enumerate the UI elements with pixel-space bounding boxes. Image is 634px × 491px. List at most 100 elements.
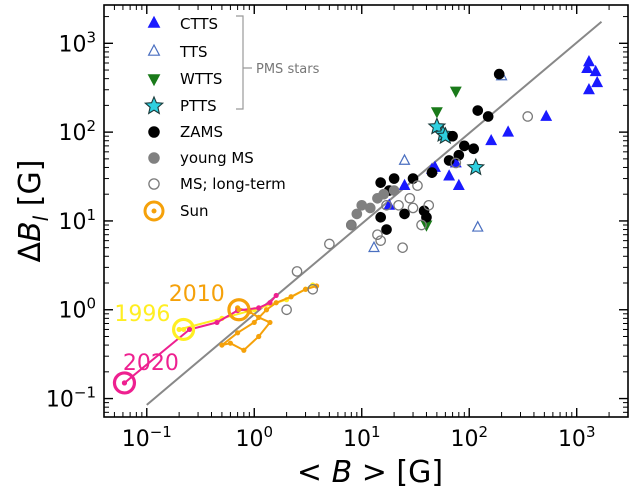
point-ctts — [452, 178, 465, 191]
sun-year-label-2020: 2020 — [123, 351, 179, 376]
point-ms-long-term — [307, 283, 319, 295]
point-young-ms — [378, 188, 390, 200]
legend-marker-sun-dot — [151, 208, 157, 214]
sun-marker-ring — [171, 317, 196, 342]
point-zams — [388, 173, 400, 184]
sun-marker-dot — [236, 307, 242, 313]
series-young-ms — [346, 185, 400, 231]
legend-marker-wtts — [147, 74, 161, 87]
point-ctts — [581, 61, 594, 73]
legend-item-ms-long-term: MS; long-term — [148, 175, 286, 193]
point-ctts — [502, 125, 515, 137]
legend-marker-tts — [147, 43, 161, 56]
point-zams — [399, 208, 410, 220]
sun-track-point-2010 — [241, 347, 247, 353]
y-tick-label: 102 — [58, 117, 96, 146]
sun-track-point-2020 — [214, 319, 220, 326]
point-ctts — [583, 82, 595, 95]
point-ms-long-term — [291, 266, 303, 277]
sun-track-point-2020 — [273, 292, 279, 299]
point-zams — [375, 177, 386, 188]
sun-marker-dot — [121, 380, 127, 386]
point-ctts — [583, 54, 595, 67]
sun-track-point-1996 — [176, 326, 182, 333]
sun-track-point-2010 — [251, 319, 257, 326]
x-tick-label: 100 — [235, 423, 273, 452]
sun-track-point-2010 — [219, 342, 225, 348]
legend-label-tts: TTS — [179, 43, 208, 61]
point-young-ms — [364, 202, 376, 214]
sun-marker-ring — [112, 371, 137, 395]
legend-marker-zams — [148, 126, 160, 138]
legend-label-young-ms: young MS — [180, 149, 254, 167]
fit-line-layer — [146, 20, 603, 406]
point-ms-long-term — [416, 219, 427, 231]
point-ms-long-term — [397, 242, 408, 253]
pms-bracket-label: PMS stars — [256, 62, 320, 77]
point-ctts — [589, 64, 602, 77]
data-points-layer — [281, 54, 604, 316]
point-ctts — [398, 178, 411, 191]
point-tts — [368, 240, 380, 253]
legend-marker-young-ms — [148, 152, 160, 164]
point-ctts — [540, 109, 553, 121]
sun-track-point-2010 — [227, 340, 234, 346]
sun-marker-dot — [181, 326, 187, 332]
ticks-layer: 10−1 100 101 102 103 10−1 100 101 102 103 — [46, 5, 629, 452]
legend-item-tts: TTS — [147, 43, 208, 61]
sun-year-label-2010: 2010 — [169, 282, 225, 307]
point-ctts — [443, 169, 456, 181]
legend-item-ctts: CTTS — [147, 15, 218, 33]
fit-line — [146, 20, 603, 406]
legend-label-sun: Sun — [180, 202, 209, 220]
plot-frame — [103, 4, 629, 418]
x-tick-label: 102 — [450, 423, 488, 452]
legend-marker-ctts — [147, 15, 161, 28]
point-ms-long-term — [407, 202, 419, 214]
point-tts — [471, 220, 484, 232]
legend-item-zams: ZAMS — [148, 123, 223, 141]
sun-track-point-2010 — [263, 307, 270, 313]
point-zams — [407, 173, 419, 184]
sun-track-point-2010 — [273, 300, 279, 306]
point-ms-long-term — [522, 111, 534, 122]
legend-item-wtts: WTTS — [147, 70, 222, 88]
point-ms-long-term — [324, 238, 335, 250]
sun-track-point-2010 — [267, 319, 273, 326]
sun-track-point-2010 — [256, 314, 262, 321]
point-ms-long-term — [393, 199, 404, 211]
legend-item-young-ms: young MS — [148, 149, 254, 167]
sun-year-label-1996: 1996 — [114, 302, 170, 327]
point-zams — [472, 105, 484, 116]
series-ms-long-term — [281, 111, 534, 316]
legend-item-ptts: PTTS — [143, 95, 217, 115]
plot-area — [103, 4, 629, 418]
point-zams — [375, 211, 386, 223]
point-ms-long-term — [346, 219, 357, 231]
sun-track-point-2010 — [235, 330, 241, 336]
sun-track-point-2020 — [256, 305, 262, 311]
sun-cycle-2010: 2010 — [169, 282, 320, 353]
point-ms-long-term — [450, 157, 462, 169]
point-tts — [398, 153, 411, 165]
point-ms-long-term — [381, 199, 392, 211]
legend-label-ptts: PTTS — [180, 97, 217, 115]
point-ms-long-term — [423, 199, 435, 211]
x-axis-title: < B > [G] — [297, 455, 443, 490]
point-ctts — [591, 75, 604, 88]
point-zams — [493, 68, 505, 80]
y-tick-label: 100 — [58, 295, 96, 324]
legend-marker-ms-long-term — [148, 178, 160, 190]
point-young-ms — [351, 208, 363, 220]
x-tick-label: 101 — [343, 423, 381, 452]
y-axis-title: ΔBl [G] — [13, 160, 53, 263]
legend-marker-ptts — [143, 95, 165, 115]
series-zams — [375, 68, 505, 235]
sun-track-point-2010 — [302, 286, 309, 292]
y-tick-label: 10−1 — [46, 384, 96, 413]
legend-item-sun: Sun — [143, 200, 209, 222]
point-ms-long-term — [375, 235, 386, 246]
point-zams — [458, 140, 470, 152]
y-tick-label: 101 — [58, 206, 96, 235]
